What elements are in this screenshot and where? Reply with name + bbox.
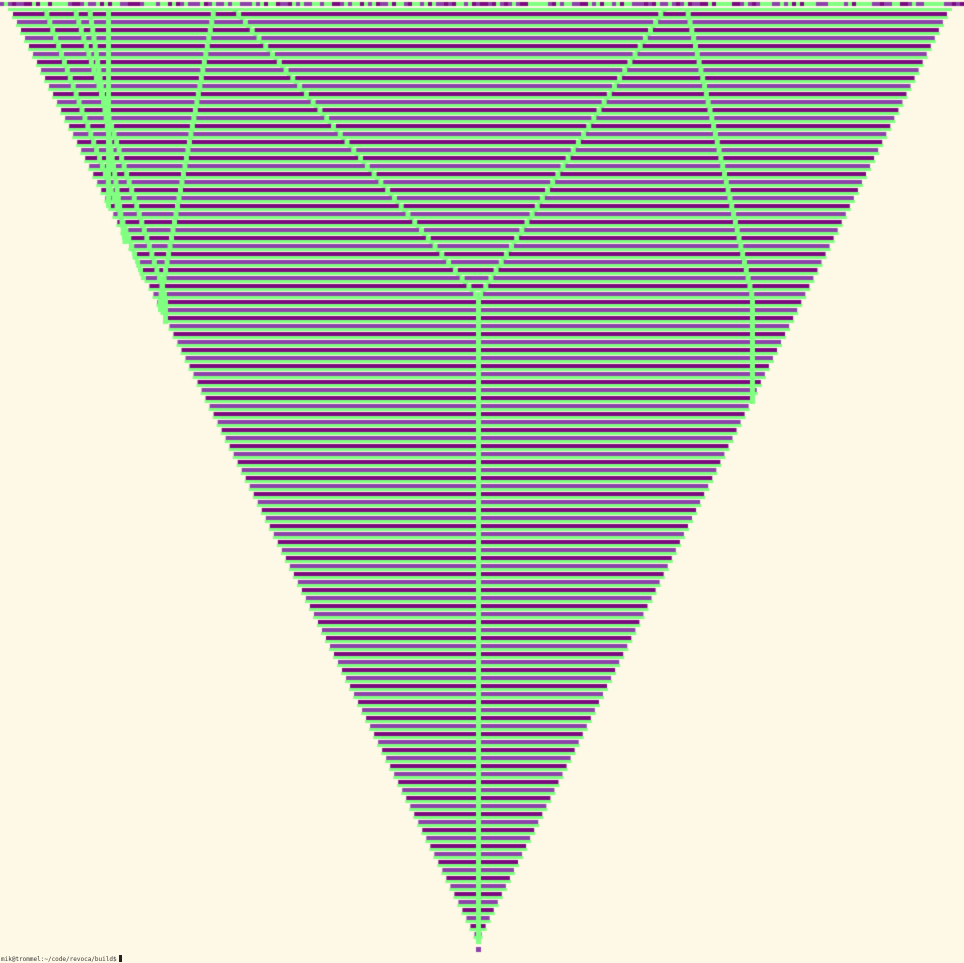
block-cursor-icon <box>118 955 122 962</box>
shell-prompt: mik@trommel:~/code/revoca/build$ <box>1 956 117 963</box>
shell-prompt-line[interactable]: mik@trommel:~/code/revoca/build$ <box>1 955 122 963</box>
